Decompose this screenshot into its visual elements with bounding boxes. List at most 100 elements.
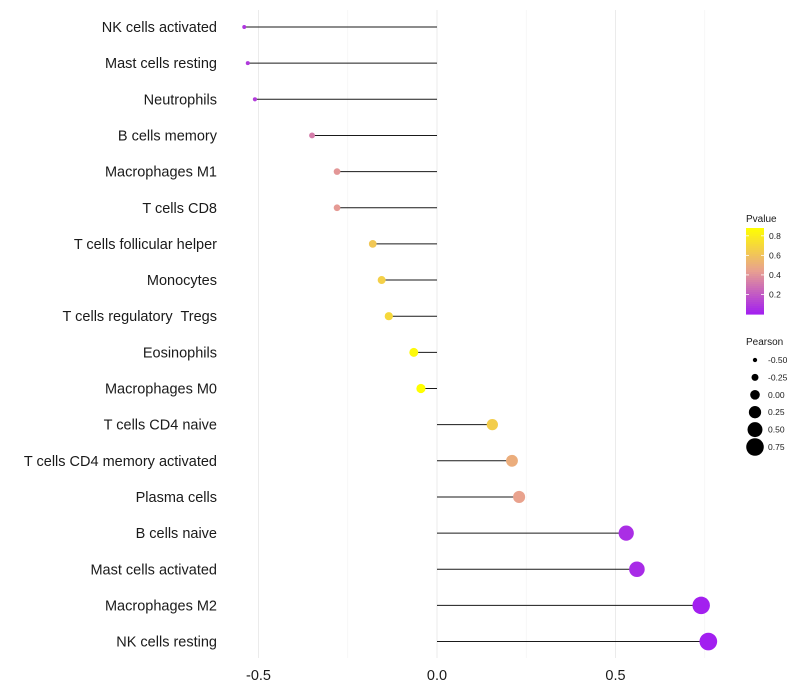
colorbar-segment bbox=[746, 302, 764, 305]
colorbar-segment bbox=[746, 256, 764, 259]
colorbar-segment bbox=[746, 274, 764, 277]
data-point bbox=[333, 204, 341, 212]
pearson-legend-dot bbox=[752, 357, 758, 363]
pvalue-legend-label: 0.8 bbox=[769, 231, 781, 241]
data-point bbox=[384, 312, 393, 321]
lollipop-points bbox=[242, 25, 718, 651]
colorbar-segment bbox=[746, 270, 764, 273]
colorbar-segment bbox=[746, 308, 764, 311]
pearson-legend-dot bbox=[750, 389, 760, 400]
y-category-label: Macrophages M1 bbox=[105, 165, 217, 181]
y-category-label: B cells naive bbox=[136, 526, 217, 542]
colorbar-segment bbox=[746, 312, 764, 315]
data-point bbox=[699, 632, 718, 651]
colorbar-segment bbox=[746, 290, 764, 293]
data-point bbox=[486, 419, 498, 431]
y-category-label: Neutrophils bbox=[144, 92, 217, 108]
pearson-legend-label: 0.00 bbox=[768, 390, 785, 400]
colorbar-segment bbox=[746, 238, 764, 241]
colorbar-segment bbox=[746, 242, 764, 245]
pearson-legend-label: 0.25 bbox=[768, 407, 785, 417]
y-category-label: B cells memory bbox=[118, 128, 218, 144]
data-point bbox=[333, 168, 341, 175]
y-category-label: Mast cells activated bbox=[90, 562, 217, 578]
colorbar-segment bbox=[746, 300, 764, 303]
y-category-label: T cells CD8 bbox=[142, 201, 217, 217]
y-category-label: T cells CD4 naive bbox=[104, 418, 217, 434]
data-point bbox=[629, 561, 645, 578]
colorbar-segment bbox=[746, 294, 764, 297]
colorbar-segment bbox=[746, 304, 764, 307]
pvalue-legend-label: 0.2 bbox=[769, 289, 781, 299]
data-point bbox=[252, 97, 258, 102]
colorbar-segment bbox=[746, 228, 764, 231]
pearson-legend-dot bbox=[747, 422, 763, 438]
data-point bbox=[368, 240, 377, 248]
data-point bbox=[618, 525, 634, 541]
y-category-label: Macrophages M0 bbox=[105, 382, 217, 398]
y-category-label: Plasma cells bbox=[136, 490, 217, 506]
colorbar-segment bbox=[746, 252, 764, 255]
pvalue-legend-title: Pvalue bbox=[746, 214, 777, 225]
colorbar-segment bbox=[746, 298, 764, 301]
x-axis-ticks: -0.5 0.0 0.5 bbox=[246, 668, 626, 684]
pearson-legend-dot bbox=[748, 406, 762, 419]
colorbar-segment bbox=[746, 284, 764, 287]
colorbar-segment bbox=[746, 246, 764, 249]
colorbar-segment bbox=[746, 254, 764, 257]
colorbar-segment bbox=[746, 248, 764, 251]
colorbar-segment bbox=[746, 264, 764, 267]
grid-lines bbox=[258, 10, 706, 658]
colorbar-segment bbox=[746, 296, 764, 299]
colorbar-segment bbox=[746, 292, 764, 295]
colorbar-segment bbox=[746, 268, 764, 271]
x-tick-label: 0.0 bbox=[427, 668, 447, 684]
x-tick-label: 0.5 bbox=[605, 668, 625, 684]
y-category-label: Eosinophils bbox=[143, 345, 217, 361]
y-category-label: NK cells resting bbox=[116, 635, 217, 651]
colorbar-segment bbox=[746, 250, 764, 253]
pearson-legend-dot bbox=[746, 438, 764, 456]
colorbar-segment bbox=[746, 260, 764, 263]
pvalue-legend-label: 0.4 bbox=[769, 270, 781, 280]
pearson-legend-dot bbox=[751, 373, 759, 381]
pearson-legend-label: -0.25 bbox=[768, 372, 788, 382]
data-point bbox=[692, 596, 710, 615]
pearson-legend-label: -0.50 bbox=[768, 355, 788, 365]
pearson-legend-label: 0.75 bbox=[768, 442, 785, 452]
x-tick-label: -0.5 bbox=[246, 668, 271, 684]
data-point bbox=[506, 454, 518, 467]
colorbar-segment bbox=[746, 306, 764, 309]
colorbar-segment bbox=[746, 280, 764, 283]
colorbar-segment bbox=[746, 282, 764, 285]
lollipop-stems bbox=[244, 26, 709, 643]
colorbar-segment bbox=[746, 272, 764, 275]
y-category-label: T cells regulatory Tregs bbox=[63, 309, 217, 325]
colorbar-segment bbox=[746, 288, 764, 291]
colorbar-segment bbox=[746, 310, 764, 313]
pearson-legend-label: 0.50 bbox=[768, 425, 785, 435]
colorbar-segment bbox=[746, 258, 764, 261]
y-category-label: Monocytes bbox=[147, 273, 217, 289]
colorbar-segment bbox=[746, 266, 764, 269]
data-point bbox=[245, 61, 250, 66]
colorbar-segment bbox=[746, 236, 764, 239]
data-point bbox=[377, 276, 386, 285]
colorbar-segment bbox=[746, 234, 764, 237]
y-axis-labels: NK cells activated Mast cells resting Neut… bbox=[24, 20, 218, 651]
colorbar-segment bbox=[746, 276, 764, 279]
data-point bbox=[409, 347, 419, 357]
y-category-label: T cells follicular helper bbox=[74, 237, 217, 253]
colorbar-segment bbox=[746, 262, 764, 265]
colorbar-segment bbox=[746, 244, 764, 247]
y-category-label: NK cells activated bbox=[102, 20, 217, 36]
y-category-label: Mast cells resting bbox=[105, 56, 217, 72]
pvalue-legend: Pvalue 0.8 0.6 0.4 0.2 bbox=[746, 214, 781, 315]
pearson-legend: Pearson -0.50 -0.25 0.00 0.25 0.50 0.75 bbox=[746, 337, 788, 456]
colorbar-segment bbox=[746, 232, 764, 235]
pvalue-legend-label: 0.6 bbox=[769, 250, 781, 260]
y-category-label: T cells CD4 memory activated bbox=[24, 454, 217, 470]
data-point bbox=[309, 132, 316, 139]
colorbar-segment bbox=[746, 240, 764, 243]
